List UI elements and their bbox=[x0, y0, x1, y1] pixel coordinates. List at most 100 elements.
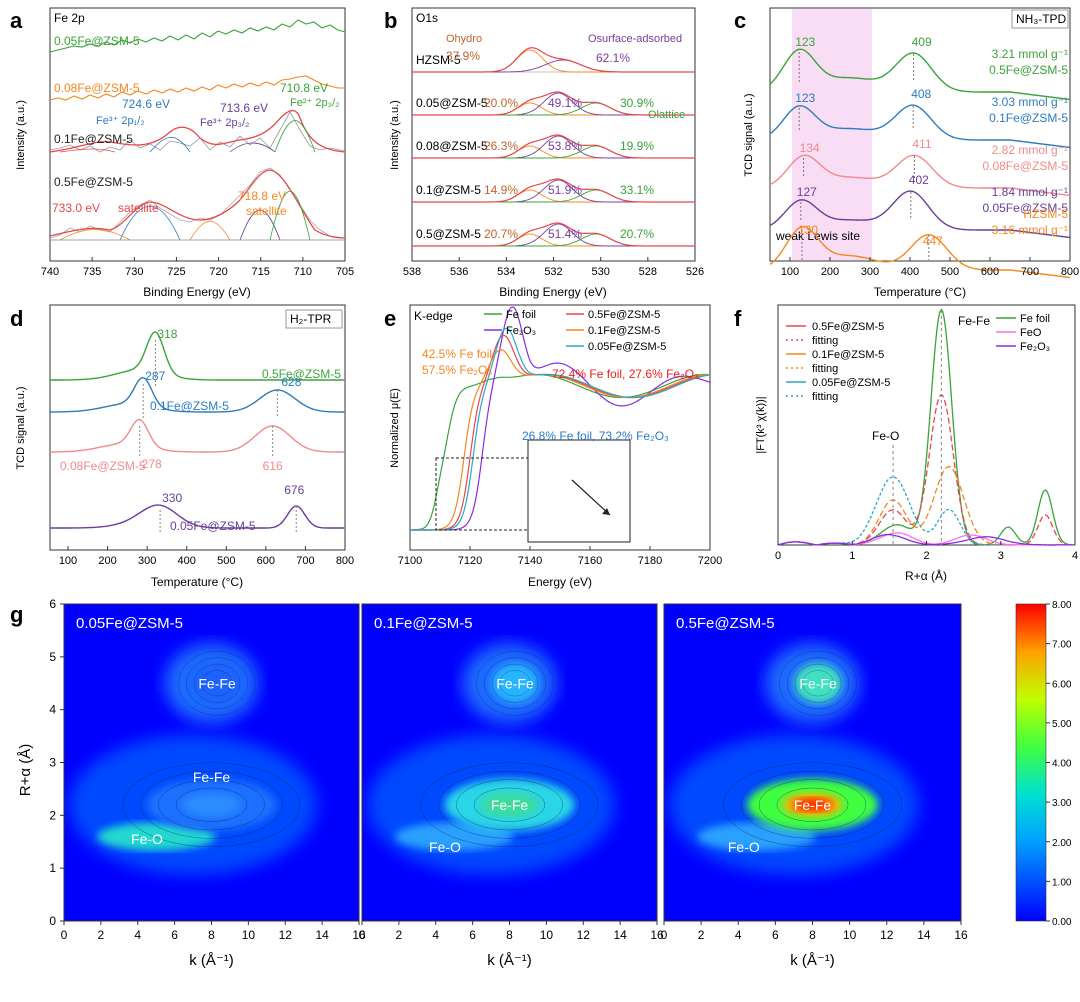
e-x-tick-label: 7140 bbox=[518, 555, 542, 567]
wt-x-tick-label: 16 bbox=[352, 928, 366, 942]
a-fe3-32-label: Fe³⁺ 2p₃/₂ bbox=[200, 117, 249, 129]
b-row-lattice: 20.7% bbox=[620, 227, 654, 241]
wt-feo-lobe bbox=[97, 822, 216, 851]
f-series bbox=[777, 308, 1074, 546]
f-fefe-label: Fe-Fe bbox=[958, 314, 990, 328]
c-x-tick-label: 200 bbox=[821, 266, 839, 278]
wt-x-tick-label: 0 bbox=[359, 928, 366, 942]
b-row-name: 0.5@ZSM-5 bbox=[416, 227, 481, 241]
wt-fefe1-label: Fe-Fe bbox=[794, 797, 832, 813]
c-x-tick-label: 600 bbox=[981, 266, 999, 278]
wt-x-tick-label: 4 bbox=[432, 928, 439, 942]
wt-contour bbox=[158, 779, 265, 831]
wt-contour bbox=[193, 663, 241, 703]
wt-contour bbox=[794, 663, 842, 703]
e-legend-label: 0.1Fe@ZSM-5 bbox=[588, 325, 660, 337]
wt-contour bbox=[491, 663, 539, 703]
e-ylabel: Normalized μ(E) bbox=[389, 388, 401, 468]
wt-x-tick-label: 10 bbox=[242, 928, 256, 942]
panel-letter-g: g bbox=[10, 602, 23, 627]
b-fit bbox=[412, 222, 695, 247]
c-ylabel: TCD signal (a.u.) bbox=[743, 93, 755, 176]
plot-frame-d bbox=[49, 304, 346, 551]
f-legend-label: Fe foil bbox=[1020, 313, 1050, 325]
a-x-tick-label: 710 bbox=[294, 266, 312, 278]
d-peak1-label: 278 bbox=[142, 457, 162, 471]
d-series-name: 0.5Fe@ZSM-5 bbox=[262, 367, 341, 381]
colorbar-ticks: 8.00 7.00 6.00 5.00 4.00 3.00 2.00 1.00 0.00 bbox=[1046, 600, 1072, 928]
wt-fefe2-label: Fe-Fe bbox=[198, 675, 236, 691]
wt-x-tick-label: 8 bbox=[506, 928, 513, 942]
b-rows: HZSM-537.9% 62.1% 0.05@ZSM-520.0% 49.1% 30.9… bbox=[412, 47, 695, 247]
panel-letter-a: a bbox=[10, 8, 23, 33]
comp-a bbox=[59, 148, 116, 153]
e-xlabel: Energy (eV) bbox=[528, 575, 592, 589]
a-x-tick-label: 735 bbox=[83, 266, 101, 278]
wt-x-tick-label: 6 bbox=[171, 928, 178, 942]
b-fit bbox=[412, 91, 695, 116]
wt-y-tick-label: 2 bbox=[49, 808, 56, 822]
wt-x-tick-label: 16 bbox=[954, 928, 968, 942]
b-row-surface: 49.1% bbox=[548, 96, 582, 110]
wt-x-tick-label: 8 bbox=[208, 928, 215, 942]
wt-fefe2-label: Fe-Fe bbox=[496, 675, 534, 691]
a-sat1-label: satellite bbox=[246, 204, 287, 218]
comp-d bbox=[274, 120, 316, 153]
wt-contour bbox=[476, 651, 554, 716]
wt-contour bbox=[484, 657, 546, 710]
c-high-label: 409 bbox=[912, 35, 932, 49]
f-legend-label: 0.1Fe@ZSM-5 bbox=[812, 349, 884, 361]
panel-label-a: Fe 2p bbox=[54, 11, 85, 25]
wt-contour bbox=[776, 787, 849, 822]
wt-x-tick-label: 12 bbox=[577, 928, 591, 942]
wt-feo-label: Fe-O bbox=[131, 831, 163, 847]
c-title: NH₃-TPD bbox=[1016, 12, 1067, 26]
wt-x-tick-label: 2 bbox=[98, 928, 105, 942]
cbar-tick-label: 1.00 bbox=[1052, 877, 1072, 888]
e-curve bbox=[410, 306, 711, 531]
e-legend-label: 0.05Fe@ZSM-5 bbox=[588, 341, 666, 353]
d-peak2-label: 676 bbox=[284, 483, 304, 497]
d-ylabel: TCD signal (a.u.) bbox=[15, 386, 27, 469]
cbar-tick-label: 2.00 bbox=[1052, 838, 1072, 849]
comp-c bbox=[229, 142, 276, 153]
f-x-tick-label: 4 bbox=[1072, 550, 1078, 562]
wt-x-tick-label: 6 bbox=[469, 928, 476, 942]
b-row-lattice: 30.9% bbox=[620, 96, 654, 110]
a-x-tick-label: 725 bbox=[167, 266, 185, 278]
b-xlabel: Binding Energy (eV) bbox=[499, 285, 606, 299]
b-row-name: 0.1@ZSM-5 bbox=[416, 183, 481, 197]
wt-x-tick-label: 16 bbox=[650, 928, 664, 942]
b-row-name: 0.05@ZSM-5 bbox=[416, 96, 488, 110]
label-a-0.08: 0.08Fe@ZSM-5 bbox=[54, 81, 140, 95]
b-row-hydro: 20.0% bbox=[484, 96, 518, 110]
wt-y-tick-label: 6 bbox=[49, 597, 56, 611]
wt-blobs bbox=[69, 643, 317, 875]
wt-contour bbox=[420, 762, 599, 848]
a-fe3-12-energy: 724.6 eV bbox=[122, 97, 170, 111]
e-curve bbox=[410, 373, 711, 531]
d-peak2-label: 616 bbox=[263, 459, 283, 473]
wt-x-tick-label: 14 bbox=[917, 928, 931, 942]
plot-frame-a bbox=[49, 7, 346, 262]
e-annot-4: 26.8% Fe foil, 73.2% Fe₂O₃ bbox=[522, 429, 669, 443]
f-legend-label: Fe₂O₃ bbox=[1020, 341, 1050, 353]
c-x-tick-label: 100 bbox=[781, 266, 799, 278]
c-name: 0.5Fe@ZSM-5 bbox=[989, 63, 1068, 77]
label-a-0.1: 0.1Fe@ZSM-5 bbox=[54, 132, 133, 146]
a-fe2-label: Fe²⁺ 2p₃/₂ bbox=[290, 97, 339, 109]
b-species-hydro: Ohydro bbox=[446, 33, 482, 45]
f-ylabel: |FT(k³ χ(k))| bbox=[755, 396, 767, 453]
f-legend-label: FeO bbox=[1020, 327, 1042, 339]
a-x-tick-label: 730 bbox=[125, 266, 143, 278]
wt-map: 0.1Fe@ZSM-5 Fe-O Fe-Fe Fe-Fe 0 2 4 6 8 10 12 14 16 k … bbox=[359, 603, 664, 969]
wt-fefe-hot bbox=[792, 797, 833, 812]
e-curve bbox=[410, 327, 711, 531]
f-curve bbox=[777, 533, 1074, 546]
b-x-tick-label: 528 bbox=[639, 266, 657, 278]
xticks-d: 100 200 300 400 500 600 700 800 bbox=[59, 546, 354, 567]
e-x-tick-label: 7200 bbox=[698, 555, 722, 567]
wt-contour bbox=[723, 762, 902, 848]
plot-frame-c bbox=[769, 7, 1071, 262]
